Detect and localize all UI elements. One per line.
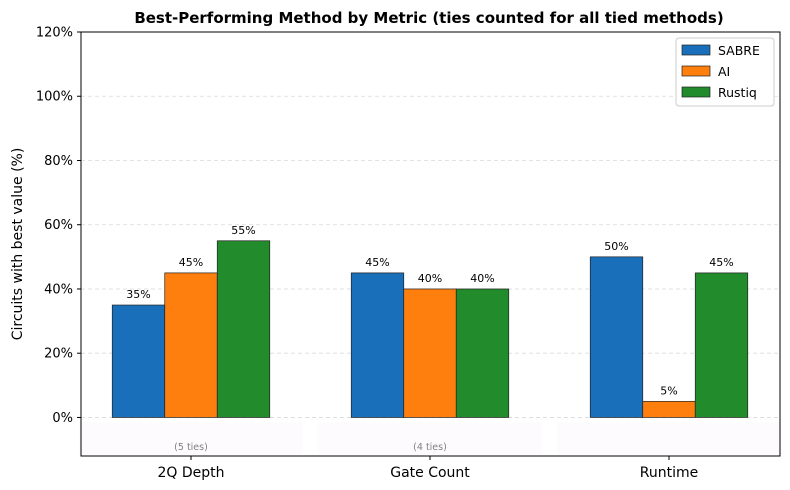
data-label: 45%	[179, 256, 203, 269]
y-tick-label: 120%	[36, 26, 73, 41]
tie-note: (4 ties)	[413, 442, 447, 453]
data-label: 35%	[126, 288, 150, 301]
bar-rustiq-2q-depth	[216, 240, 271, 418]
y-tick-label: 100%	[36, 90, 73, 105]
x-tick-label: Gate Count	[390, 465, 470, 481]
x-tick-label: Runtime	[640, 465, 698, 481]
y-tick-label: 0%	[52, 411, 73, 426]
bar-rustiq-runtime	[694, 272, 749, 418]
data-label: 40%	[470, 272, 494, 285]
tie-note: (5 ties)	[174, 442, 208, 453]
legend-swatch-sabre	[681, 44, 711, 56]
legend-label-rustiq: Rustiq	[718, 85, 757, 100]
data-label: 45%	[709, 256, 733, 269]
y-tick-label: 80%	[44, 154, 73, 169]
data-label: 55%	[231, 224, 255, 237]
legend-label-sabre: SABRE	[718, 43, 760, 58]
bar-sabre-gate-count	[350, 272, 405, 418]
bar-ai-2q-depth	[164, 272, 218, 418]
y-tick-label: 40%	[44, 282, 73, 297]
data-label: 40%	[418, 272, 442, 285]
y-tick-label: 60%	[44, 218, 73, 233]
bar-sabre-2q-depth	[111, 304, 166, 418]
axis-ticks: 0% 20% 40% 60% 80% 100% 120% 2Q Depth Gate Count…	[36, 26, 698, 482]
legend-swatch-ai	[681, 65, 711, 77]
group-band	[557, 422, 781, 454]
y-tick-label: 20%	[44, 347, 73, 362]
y-axis-label: Circuits with best value (%)	[10, 148, 26, 341]
data-label: 50%	[604, 240, 628, 253]
legend-swatch-rustiq	[681, 86, 711, 98]
bars	[79, 240, 781, 454]
bar-ai-runtime	[642, 401, 696, 418]
legend: SABRE AI Rustiq	[675, 37, 775, 107]
data-label: 5%	[660, 384, 677, 397]
legend-label-ai: AI	[718, 64, 730, 79]
group-band	[79, 422, 303, 454]
bar-sabre-runtime	[589, 256, 644, 418]
group-band	[318, 422, 542, 454]
x-tick-label: 2Q Depth	[157, 465, 224, 481]
data-label: 45%	[365, 256, 389, 269]
bar-rustiq-gate-count	[455, 288, 510, 418]
bar-ai-gate-count	[403, 288, 457, 418]
chart-title: Best-Performing Method by Metric (ties c…	[134, 9, 723, 27]
data-labels: 35% 45% 55% (5 ties) 45% 40% 40% (4 ties) 50% 5% 4…	[126, 224, 733, 453]
